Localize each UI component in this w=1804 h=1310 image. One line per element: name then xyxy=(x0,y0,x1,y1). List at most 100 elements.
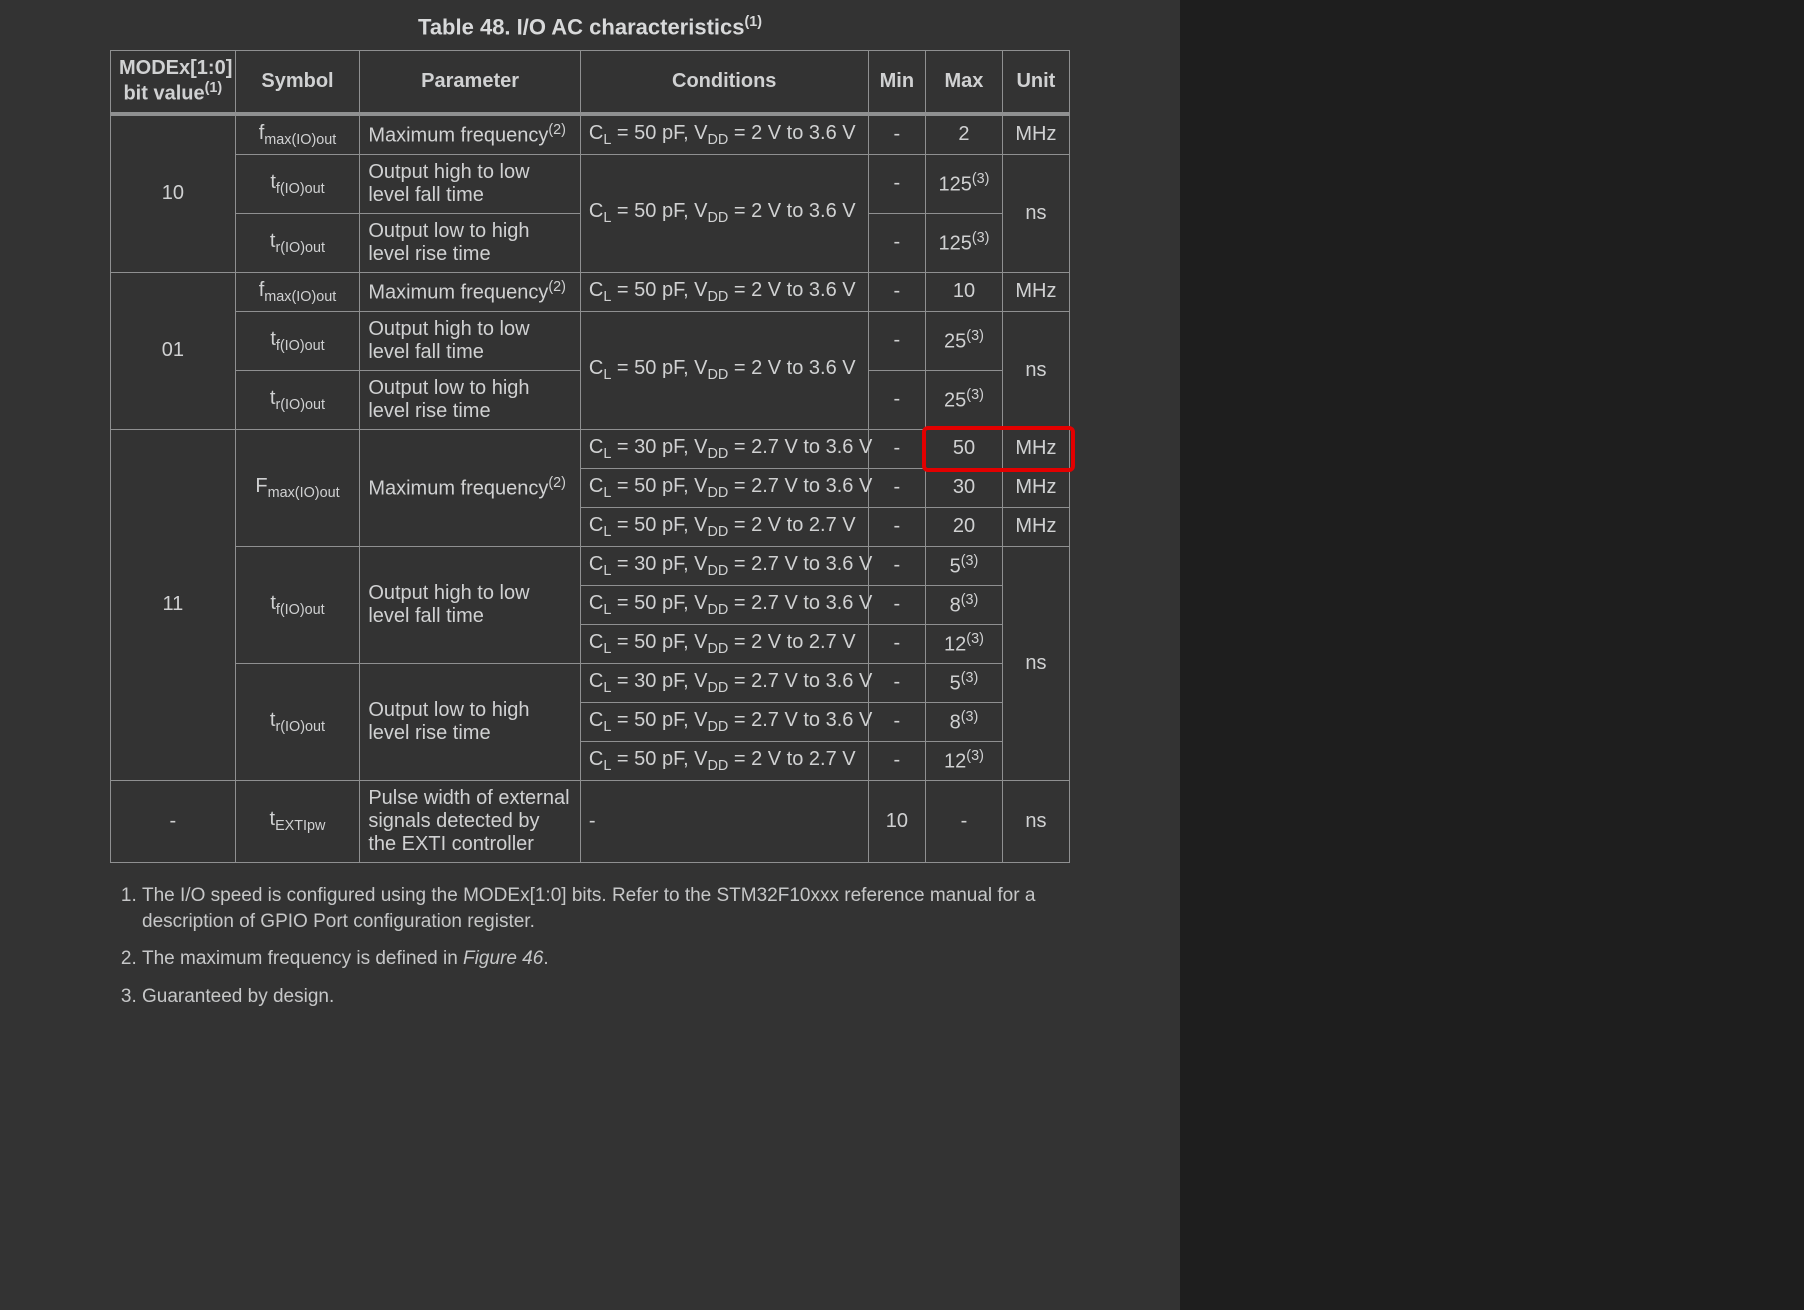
param-maxfreq: Maximum frequency(2) xyxy=(360,272,581,311)
sym-fmax: fmax(IO)out xyxy=(235,114,360,155)
param-fall: Output high to low level fall time xyxy=(360,154,581,213)
unit: MHz xyxy=(1002,114,1069,155)
min: - xyxy=(868,468,926,507)
min: - xyxy=(868,114,926,155)
param-fall: Output high to low level fall time xyxy=(360,311,581,370)
th-max: Max xyxy=(926,51,1003,114)
table-row: 11 Fmax(IO)out Maximum frequency(2) CL =… xyxy=(111,429,1070,468)
footnote-2: The maximum frequency is defined in Figu… xyxy=(142,940,1066,978)
sym-tr: tr(IO)out xyxy=(235,370,360,429)
th-mode-sup: (1) xyxy=(205,80,223,96)
param-rise: Output low to high level rise time xyxy=(360,663,581,780)
th-conditions: Conditions xyxy=(580,51,868,114)
th-mode: MODEx[1:0] bit value(1) xyxy=(111,51,236,114)
sym-tr: tr(IO)out xyxy=(235,663,360,780)
max: 20 xyxy=(926,507,1003,546)
min: - xyxy=(868,624,926,663)
max: 25(3) xyxy=(926,370,1003,429)
cond-30-27-36: CL = 30 pF, VDD = 2.7 V to 3.6 V xyxy=(580,429,868,468)
unit: ns xyxy=(1002,546,1069,780)
param-rise: Output low to high level rise time xyxy=(360,370,581,429)
max: 2 xyxy=(926,114,1003,155)
sym-tf: tf(IO)out xyxy=(235,546,360,663)
table-row: tf(IO)out Output high to low level fall … xyxy=(111,154,1070,213)
min: 10 xyxy=(868,780,926,862)
min: - xyxy=(868,429,926,468)
param-maxfreq: Maximum frequency(2) xyxy=(360,114,581,155)
sym-Fmax: Fmax(IO)out xyxy=(235,429,360,546)
table-title: Table 48. I/O AC characteristics(1) xyxy=(110,8,1070,50)
th-parameter: Parameter xyxy=(360,51,581,114)
min: - xyxy=(868,272,926,311)
max: 30 xyxy=(926,468,1003,507)
sym-tr: tr(IO)out xyxy=(235,213,360,272)
mode-11: 11 xyxy=(111,429,236,780)
param-maxfreq: Maximum frequency(2) xyxy=(360,429,581,546)
unit-mhz: MHz xyxy=(1015,437,1056,459)
th-mode-l1: MODEx[1:0] xyxy=(119,57,232,79)
cond-50-2-27: CL = 50 pF, VDD = 2 V to 2.7 V xyxy=(580,507,868,546)
title-sup: (1) xyxy=(745,14,762,30)
param-fall: Output high to low level fall time xyxy=(360,546,581,663)
th-unit: Unit xyxy=(1002,51,1069,114)
max: 5(3) xyxy=(926,546,1003,585)
cond-50-2-36: CL = 50 pF, VDD = 2 V to 3.6 V xyxy=(580,311,868,429)
min: - xyxy=(868,154,926,213)
param-rise: Output low to high level rise time xyxy=(360,213,581,272)
max: 5(3) xyxy=(926,663,1003,702)
param-exti: Pulse width of external signals detected… xyxy=(360,780,581,862)
sym-fmax: fmax(IO)out xyxy=(235,272,360,311)
mode-dash: - xyxy=(111,780,236,862)
min: - xyxy=(868,585,926,624)
max: 8(3) xyxy=(926,585,1003,624)
max: 8(3) xyxy=(926,702,1003,741)
min: - xyxy=(868,741,926,780)
min: - xyxy=(868,702,926,741)
sym-texti: tEXTIpw xyxy=(235,780,360,862)
max: 125(3) xyxy=(926,213,1003,272)
max-highlighted: 50 xyxy=(926,429,1003,468)
th-mode-l2: bit value xyxy=(123,83,204,105)
table-row: tf(IO)out Output high to low level fall … xyxy=(111,546,1070,585)
min: - xyxy=(868,546,926,585)
cond-50-27-36: CL = 50 pF, VDD = 2.7 V to 3.6 V xyxy=(580,468,868,507)
max-50: 50 xyxy=(953,437,975,459)
table-row: 01 fmax(IO)out Maximum frequency(2) CL =… xyxy=(111,272,1070,311)
right-dark-strip xyxy=(1180,0,1804,1310)
mode-01: 01 xyxy=(111,272,236,429)
unit: MHz xyxy=(1002,468,1069,507)
footnote-3: Guaranteed by design. xyxy=(142,978,1066,1016)
cond-50-2-27: CL = 50 pF, VDD = 2 V to 2.7 V xyxy=(580,624,868,663)
min: - xyxy=(868,213,926,272)
sym-tf: tf(IO)out xyxy=(235,154,360,213)
cond-50-2-36: CL = 50 pF, VDD = 2 V to 3.6 V xyxy=(580,114,868,155)
unit-highlighted: MHz xyxy=(1002,429,1069,468)
min: - xyxy=(868,507,926,546)
cond-50-2-36: CL = 50 pF, VDD = 2 V to 3.6 V xyxy=(580,272,868,311)
cond-50-27-36: CL = 50 pF, VDD = 2.7 V to 3.6 V xyxy=(580,702,868,741)
min: - xyxy=(868,311,926,370)
unit: ns xyxy=(1002,780,1069,862)
max: - xyxy=(926,780,1003,862)
unit: MHz xyxy=(1002,507,1069,546)
cond-30-27-36: CL = 30 pF, VDD = 2.7 V to 3.6 V xyxy=(580,546,868,585)
io-ac-table: MODEx[1:0] bit value(1) Symbol Parameter… xyxy=(110,50,1070,863)
page: Table 48. I/O AC characteristics(1) MODE… xyxy=(0,0,1180,1310)
th-min: Min xyxy=(868,51,926,114)
cond-50-2-36: CL = 50 pF, VDD = 2 V to 3.6 V xyxy=(580,154,868,272)
sym-tf: tf(IO)out xyxy=(235,311,360,370)
table-row: 10 fmax(IO)out Maximum frequency(2) CL =… xyxy=(111,114,1070,155)
min: - xyxy=(868,370,926,429)
max: 125(3) xyxy=(926,154,1003,213)
footnote-1: The I/O speed is configured using the MO… xyxy=(142,877,1066,940)
unit: ns xyxy=(1002,311,1069,429)
max: 10 xyxy=(926,272,1003,311)
min: - xyxy=(868,663,926,702)
title-text: Table 48. I/O AC characteristics xyxy=(418,14,744,39)
table-row: tf(IO)out Output high to low level fall … xyxy=(111,311,1070,370)
footnotes: The I/O speed is configured using the MO… xyxy=(110,863,1070,1016)
unit: MHz xyxy=(1002,272,1069,311)
th-symbol: Symbol xyxy=(235,51,360,114)
cond-50-2-27: CL = 50 pF, VDD = 2 V to 2.7 V xyxy=(580,741,868,780)
unit: ns xyxy=(1002,154,1069,272)
